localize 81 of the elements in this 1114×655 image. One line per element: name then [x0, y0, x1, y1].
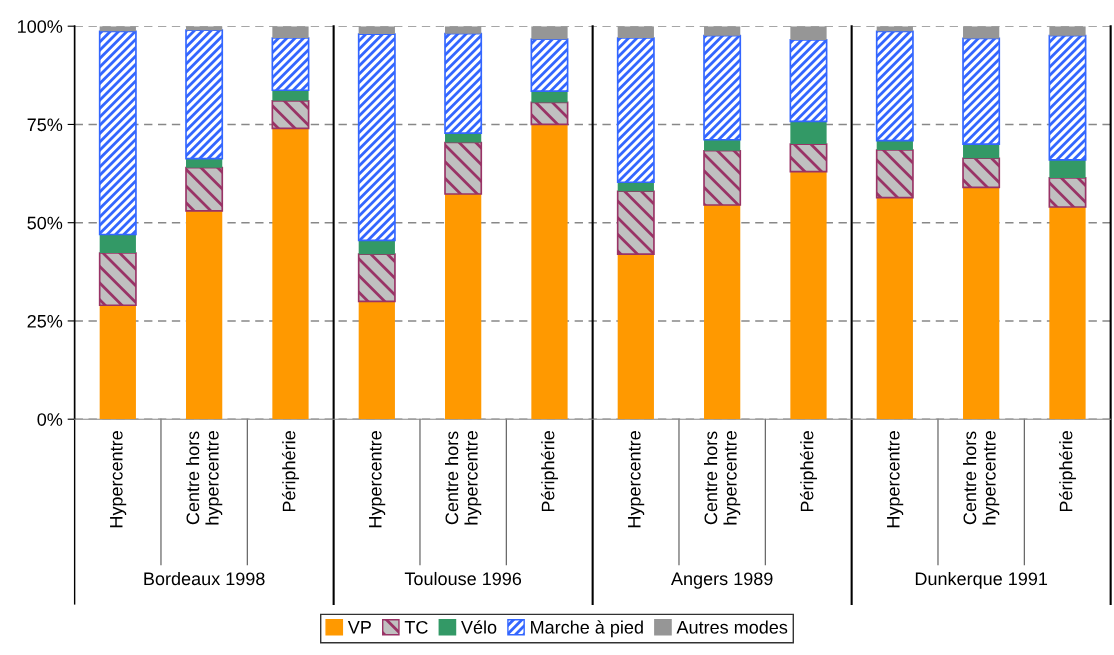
x-tick-label: Centre hors hypercentre [186, 431, 223, 525]
bar [617, 26, 654, 38]
bar [185, 166, 224, 212]
bar [272, 26, 309, 38]
x-tick-label: Périphérie [281, 431, 299, 512]
bar [357, 253, 396, 303]
bar [704, 205, 741, 420]
y-tick-label: 0% [37, 413, 63, 426]
bar [704, 26, 741, 36]
legend-label: Autres modes [676, 620, 788, 634]
bar [445, 26, 482, 34]
y-tick-label: 75% [27, 118, 63, 132]
bar [530, 38, 569, 92]
text: Toulouse 1996 [404, 571, 522, 586]
bar [703, 34, 742, 141]
bar [790, 171, 827, 420]
legend-label: VP [347, 621, 371, 634]
bar [963, 144, 1000, 159]
x-tick-label: Centre hors hypercentre [704, 431, 741, 525]
x-tick-label: Hypercentre [110, 431, 127, 528]
bar [1049, 26, 1086, 36]
bar [99, 234, 136, 253]
bar [185, 29, 224, 160]
bar [99, 305, 136, 420]
bar [1048, 177, 1087, 208]
bar [445, 194, 482, 420]
bar [531, 124, 568, 420]
x-tick-label: Centre hors hypercentre [445, 431, 482, 525]
x-tick-label: Hypercentre [369, 431, 386, 528]
bar [272, 90, 309, 101]
bar [1049, 206, 1086, 420]
bar [186, 210, 223, 420]
bar [445, 133, 482, 143]
bar [963, 26, 1000, 39]
bar [616, 37, 655, 184]
bar [531, 91, 568, 103]
x-tick-label: Périphérie [799, 431, 818, 512]
bar [271, 100, 310, 130]
bar [531, 26, 568, 40]
bar [530, 101, 569, 126]
bar [1048, 34, 1087, 161]
bar [704, 139, 741, 151]
bar [444, 141, 483, 195]
bar [876, 140, 913, 150]
bar [358, 240, 395, 255]
bar [444, 32, 483, 134]
y-tick-label: 100% [18, 20, 63, 33]
bar [962, 37, 1001, 145]
bar [875, 149, 914, 199]
bar [271, 37, 310, 92]
bar [790, 26, 827, 40]
y-tick-label: 25% [27, 314, 63, 328]
legend-label: Marche à pied [531, 620, 643, 638]
bar [357, 33, 396, 242]
bar [876, 197, 913, 420]
bar [962, 157, 1001, 189]
legend-label: Vélo [461, 620, 497, 634]
x-tick-label: Périphérie [1058, 431, 1077, 512]
bar [703, 149, 742, 206]
bar [98, 252, 137, 307]
text: Dunkerque 1991 [915, 571, 1048, 589]
bar [186, 158, 223, 168]
x-tick-label: Centre hors hypercentre [963, 431, 1000, 525]
text: Angers 1989 [671, 572, 773, 589]
bar [875, 30, 914, 142]
text: Bordeaux 1998 [144, 571, 265, 586]
bar [789, 143, 828, 173]
y-tick-label: 50% [27, 216, 63, 230]
bar [272, 128, 309, 420]
x-tick-label: Hypercentre [628, 431, 645, 528]
legend-label: TC [404, 620, 428, 634]
bar [358, 301, 395, 420]
x-tick-label: Périphérie [540, 431, 558, 512]
bar [789, 39, 828, 123]
x-tick-label: Hypercentre [887, 431, 904, 528]
bar [790, 121, 827, 145]
bar [98, 30, 137, 236]
bar [1049, 159, 1086, 178]
bar [616, 190, 655, 255]
bar [963, 187, 1000, 420]
bar [617, 254, 654, 420]
